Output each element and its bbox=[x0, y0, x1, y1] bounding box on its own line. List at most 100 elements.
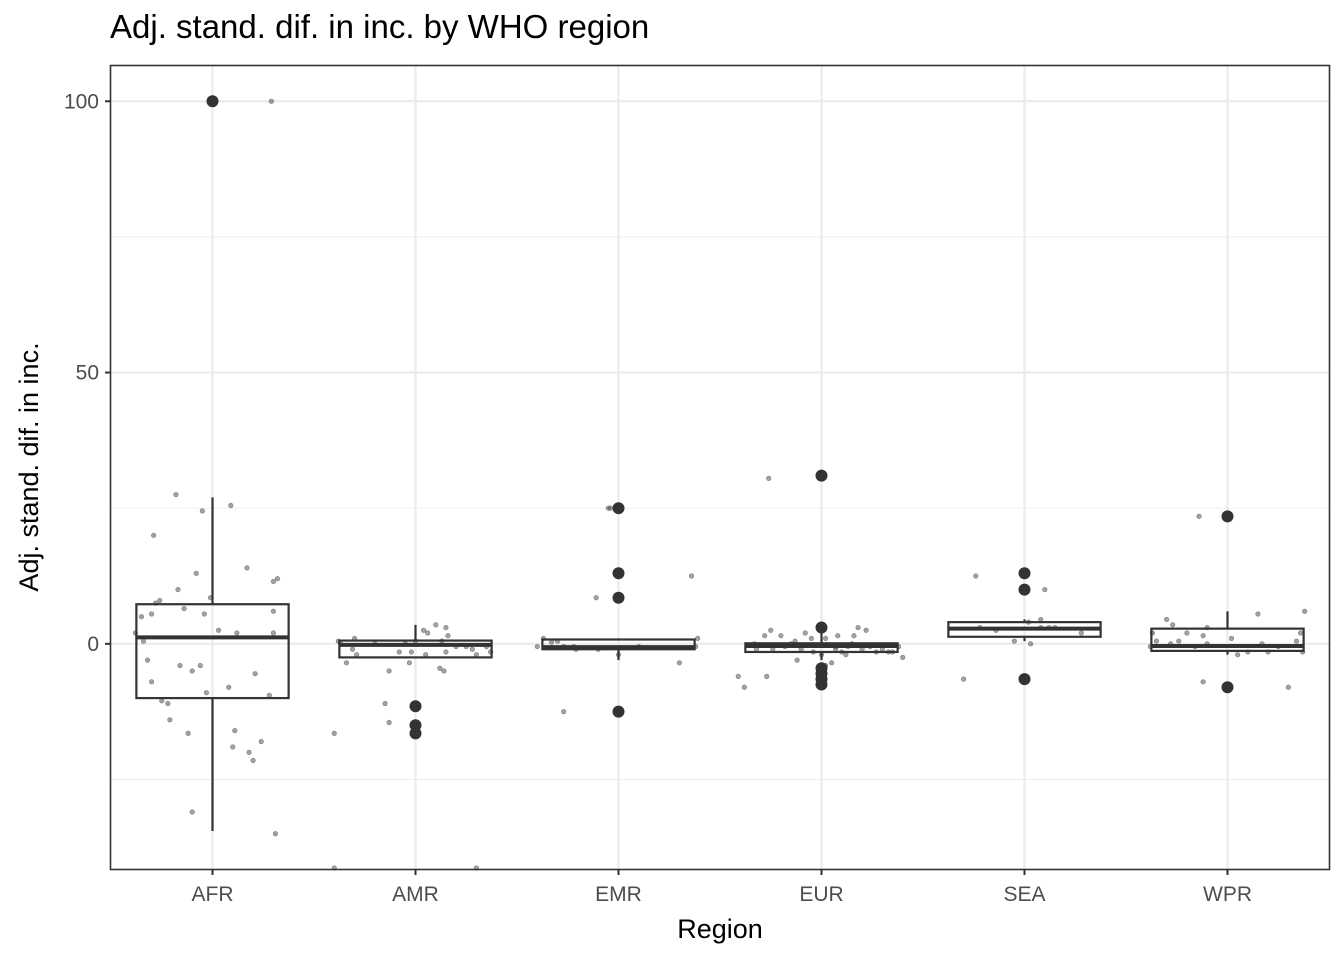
jitter-point bbox=[386, 668, 392, 674]
jitter-point bbox=[768, 627, 774, 633]
jitter-point bbox=[1293, 638, 1300, 644]
y-axis-title: Adj. stand. dif. in inc. bbox=[14, 342, 44, 591]
jitter-point bbox=[960, 676, 967, 682]
jitter-point bbox=[607, 505, 613, 511]
jitter-point bbox=[1196, 513, 1202, 519]
box-iqr bbox=[1150, 627, 1305, 652]
jitter-point bbox=[349, 646, 356, 652]
jitter-point bbox=[1285, 684, 1291, 690]
grid-lines bbox=[111, 66, 1329, 869]
jitter-point bbox=[764, 673, 770, 679]
jitter-point bbox=[157, 597, 163, 604]
jitter-point bbox=[167, 717, 173, 723]
jitter-point bbox=[534, 643, 540, 650]
jitter-point bbox=[425, 630, 431, 636]
jitter-point bbox=[266, 692, 272, 698]
jitter-point bbox=[548, 639, 555, 645]
jitter-point bbox=[406, 660, 413, 666]
jitter-point bbox=[1078, 630, 1084, 636]
box-iqr bbox=[338, 639, 493, 659]
jitter-point bbox=[829, 660, 835, 666]
jitter-point bbox=[1255, 611, 1261, 617]
jitter-point bbox=[1200, 633, 1206, 639]
jitter-point bbox=[441, 668, 447, 674]
y-tick-label: 50 bbox=[76, 362, 99, 385]
jitter-point bbox=[735, 673, 741, 679]
jitter-point bbox=[851, 633, 857, 639]
jitter-point bbox=[469, 646, 475, 652]
jitter-point bbox=[268, 98, 274, 104]
outlier-points bbox=[206, 95, 1234, 740]
jitter-point bbox=[1042, 586, 1048, 593]
jitter-point bbox=[258, 738, 264, 745]
jitter-point bbox=[1153, 638, 1160, 644]
jitter-point bbox=[165, 700, 171, 707]
jitter-point bbox=[1184, 630, 1190, 636]
jitter-point bbox=[973, 573, 979, 579]
jitter-point bbox=[794, 657, 800, 663]
x-tick-label: EMR bbox=[595, 883, 642, 906]
x-tick-label: SEA bbox=[1003, 883, 1045, 906]
jitter-point bbox=[1302, 608, 1308, 614]
jitter-point bbox=[386, 719, 392, 726]
jitter-point bbox=[354, 652, 360, 658]
jitter-point bbox=[676, 660, 683, 666]
jitter-point bbox=[443, 649, 449, 655]
jitter-points bbox=[132, 98, 1308, 871]
outlier-point bbox=[1018, 567, 1031, 580]
jitter-point bbox=[343, 660, 350, 666]
jitter-point bbox=[1170, 622, 1176, 628]
jitter-point bbox=[835, 633, 841, 639]
x-ticks: AFR AMR EMR EUR SEA WPR bbox=[192, 869, 1252, 906]
jitter-point bbox=[215, 627, 222, 633]
jitter-point bbox=[270, 608, 277, 614]
y-tick-label: 0 bbox=[87, 633, 99, 656]
jitter-point bbox=[272, 831, 279, 837]
jitter-point bbox=[274, 576, 281, 582]
jitter-point bbox=[140, 638, 147, 644]
x-axis-title: Region bbox=[677, 914, 763, 944]
x-tick-label: WPR bbox=[1203, 883, 1252, 906]
outlier-point bbox=[815, 678, 828, 691]
outlier-point bbox=[1221, 681, 1234, 694]
outlier-point bbox=[1018, 673, 1031, 686]
outlier-point bbox=[409, 700, 422, 713]
x-tick-label: AMR bbox=[392, 883, 439, 906]
outlier-point bbox=[1018, 583, 1031, 596]
jitter-point bbox=[138, 614, 145, 620]
jitter-point bbox=[695, 635, 701, 642]
jitter-point bbox=[228, 502, 234, 509]
jitter-point bbox=[778, 633, 784, 639]
jitter-point bbox=[151, 532, 157, 538]
jitter-point bbox=[181, 605, 187, 612]
jitter-point bbox=[766, 475, 772, 481]
jitter-point bbox=[1176, 638, 1182, 644]
box-iqr bbox=[135, 603, 290, 700]
jitter-point bbox=[185, 730, 191, 736]
y-ticks: 0 50 100 bbox=[64, 90, 111, 656]
outlier-point bbox=[612, 705, 625, 718]
jitter-point bbox=[843, 652, 849, 658]
jitter-point bbox=[159, 698, 165, 704]
jitter-point bbox=[443, 624, 449, 631]
jitter-point bbox=[396, 649, 402, 655]
jitter-point bbox=[421, 627, 427, 633]
jitter-point bbox=[244, 565, 250, 571]
chart-title: Adj. stand. dif. in inc. by WHO region bbox=[110, 8, 650, 45]
jitter-point bbox=[433, 622, 439, 628]
jitter-point bbox=[437, 665, 443, 671]
jitter-point bbox=[230, 744, 236, 750]
jitter-point bbox=[246, 749, 252, 755]
jitter-point bbox=[175, 586, 181, 593]
jitter-point bbox=[808, 635, 814, 642]
jitter-point bbox=[270, 630, 277, 636]
jitter-point bbox=[331, 730, 337, 736]
outlier-point bbox=[612, 502, 625, 515]
jitter-point bbox=[855, 624, 861, 631]
jitter-point bbox=[1027, 641, 1034, 647]
boxes bbox=[135, 497, 1305, 832]
x-tick-label: AFR bbox=[192, 883, 234, 906]
jitter-point bbox=[193, 570, 199, 576]
jitter-point bbox=[199, 508, 205, 514]
jitter-point bbox=[201, 611, 207, 617]
